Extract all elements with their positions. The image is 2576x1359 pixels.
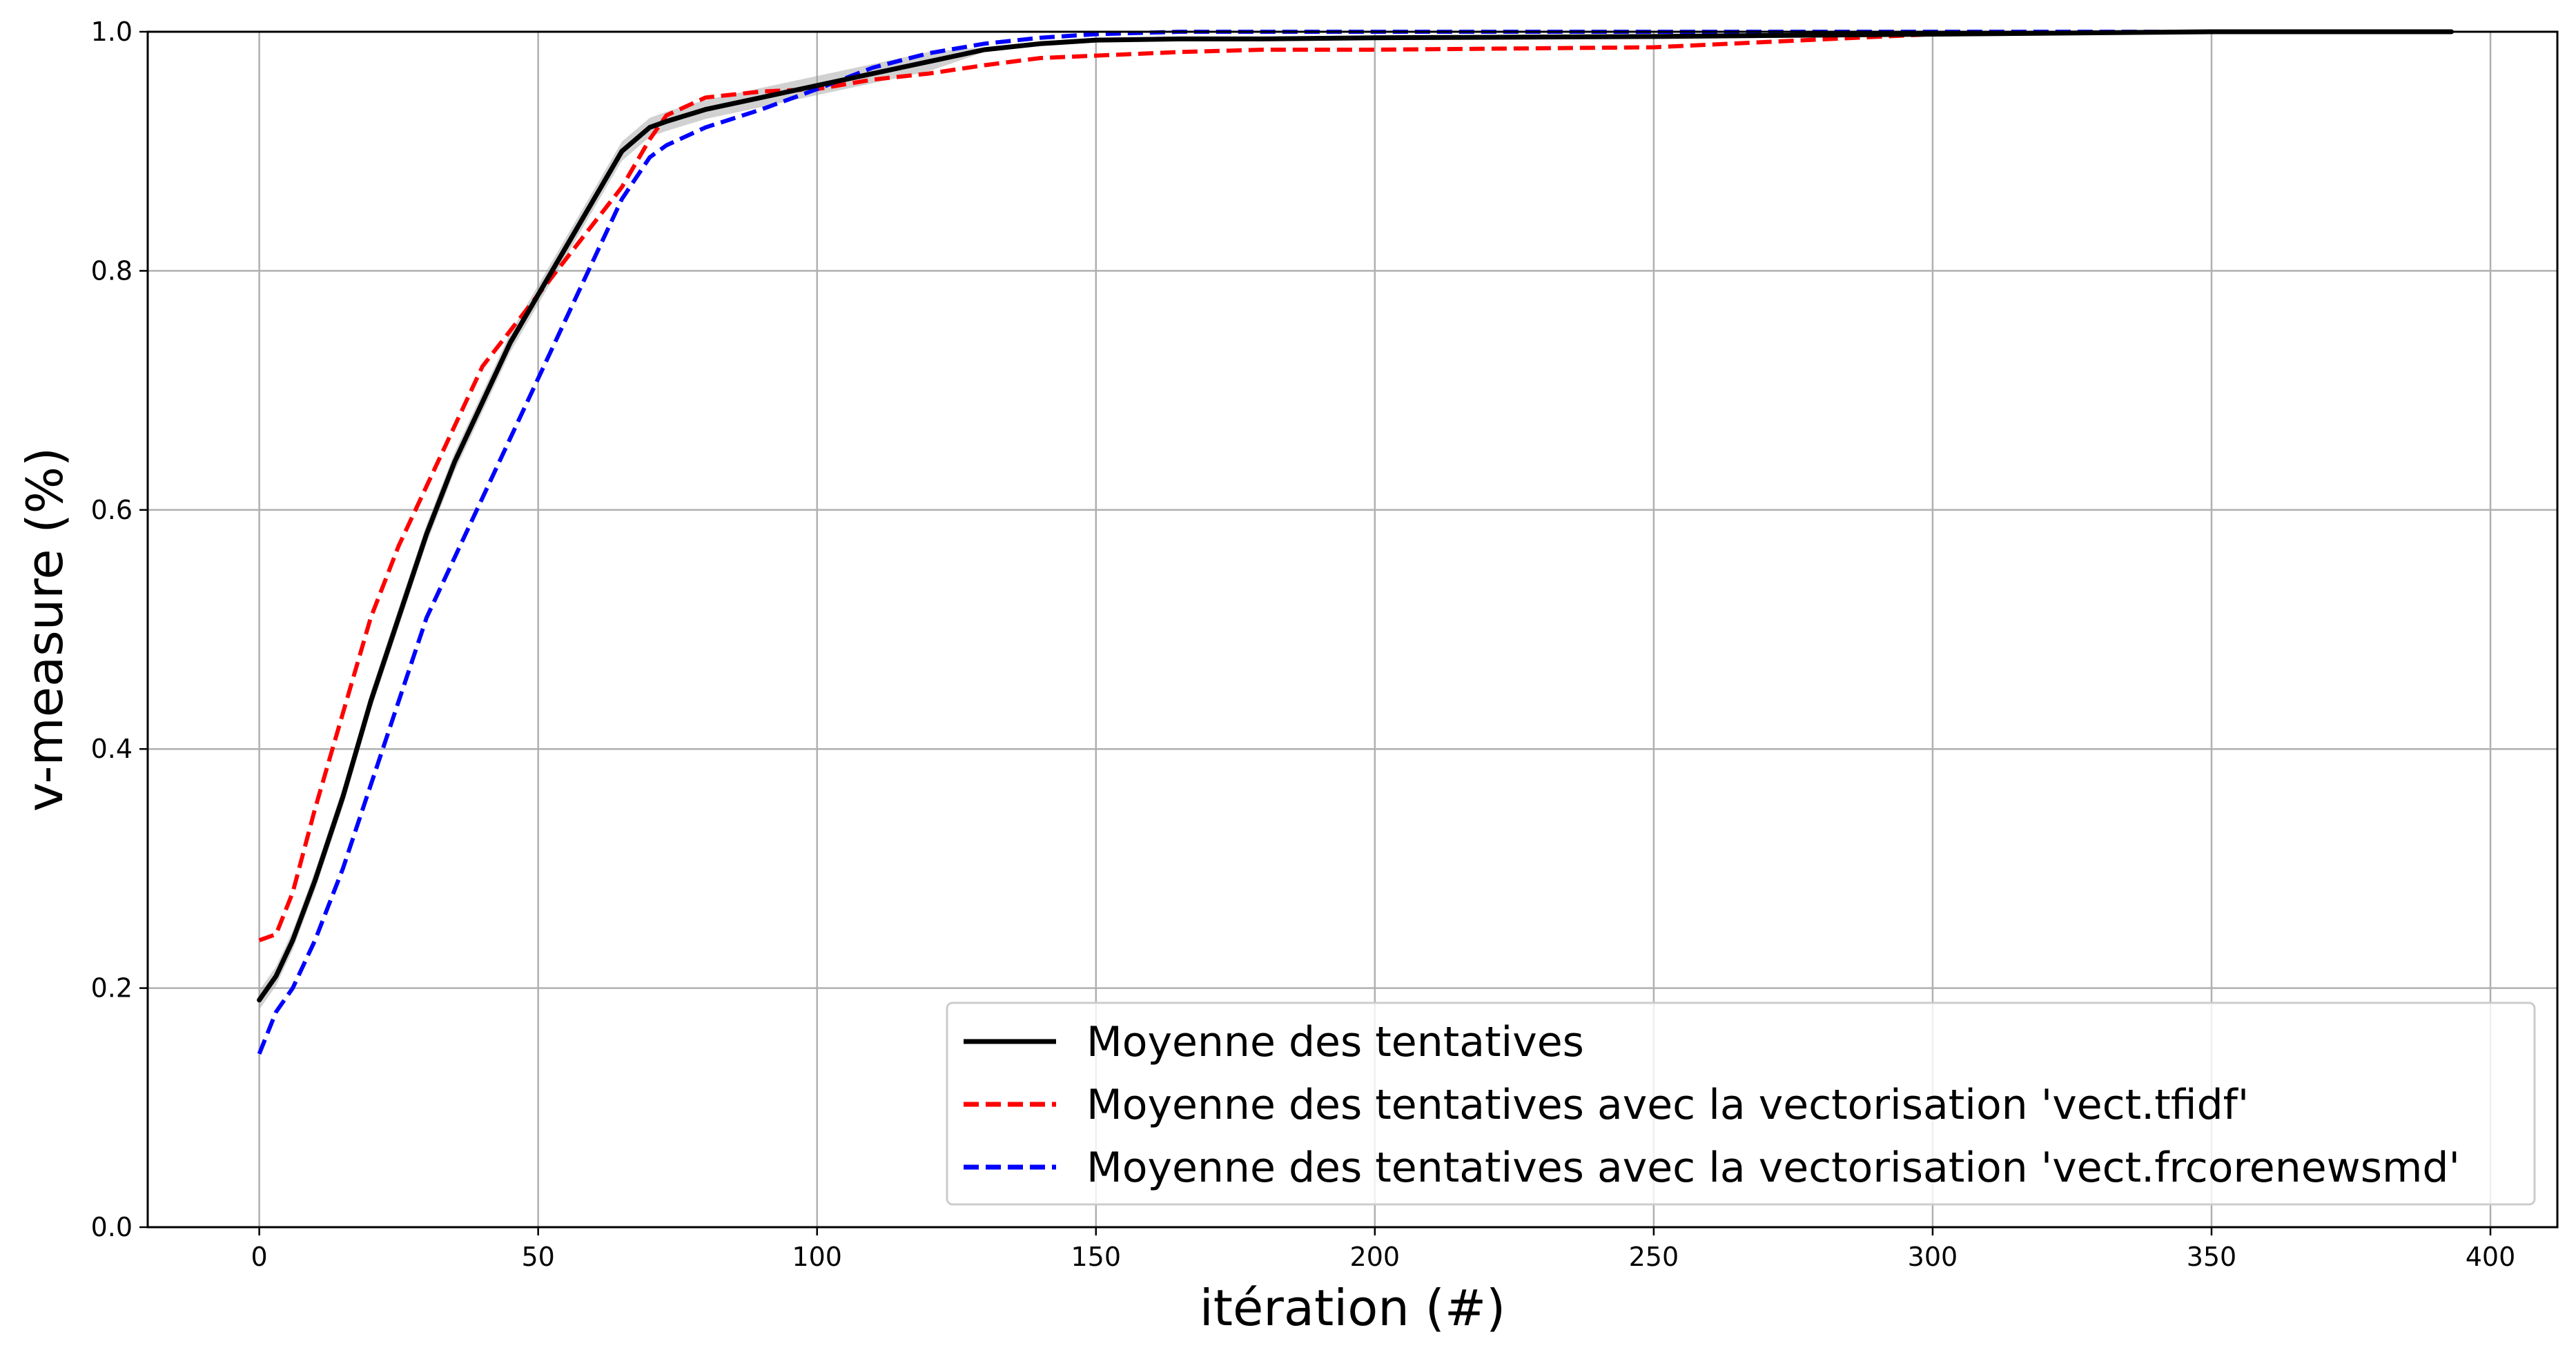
- legend-label: Moyenne des tentatives avec la vectorisa…: [1086, 1081, 2249, 1129]
- legend-box: [946, 1001, 2536, 1206]
- series-line-2: [257, 30, 2452, 1055]
- confidence-band: [259, 32, 2452, 1010]
- y-tick-label: 1.0: [91, 17, 133, 47]
- plot-frame: [146, 30, 2559, 1229]
- x-tick-label: 300: [1908, 1242, 1958, 1272]
- mean-confidence-band: [259, 32, 2452, 1010]
- y-tick-label: 0.4: [91, 734, 133, 764]
- y-axis-ticks: 0.0 0.2 0.4 0.6 0.8 1.0: [91, 17, 148, 1242]
- x-axis-ticks: 0 50 100 150 200 250 300 350 400: [251, 1227, 2516, 1272]
- x-tick-label: 50: [521, 1242, 554, 1272]
- legend: Moyenne des tentatives Moyenne des tentat…: [946, 1001, 2536, 1206]
- x-tick-label: 150: [1071, 1242, 1122, 1272]
- y-tick-label: 0.6: [91, 495, 133, 525]
- x-tick-label: 0: [251, 1242, 268, 1272]
- x-tick-label: 100: [792, 1242, 842, 1272]
- y-axis-label: v-measure (%): [16, 447, 74, 812]
- x-tick-label: 200: [1350, 1242, 1401, 1272]
- x-tick-label: 250: [1629, 1242, 1679, 1272]
- legend-label: Moyenne des tentatives: [1086, 1018, 1584, 1066]
- y-tick-label: 0.8: [91, 255, 133, 286]
- x-axis-label: itération (#): [1200, 1279, 1506, 1337]
- y-tick-label: 0.2: [91, 973, 133, 1004]
- x-tick-label: 400: [2466, 1242, 2516, 1272]
- series-line-0: [257, 29, 2454, 1003]
- legend-label: Moyenne des tentatives avec la vectorisa…: [1086, 1144, 2460, 1192]
- series-lines: [257, 29, 2454, 1055]
- x-tick-label: 350: [2187, 1242, 2237, 1272]
- series-line-1: [258, 30, 2452, 943]
- y-tick-label: 0.0: [91, 1212, 133, 1242]
